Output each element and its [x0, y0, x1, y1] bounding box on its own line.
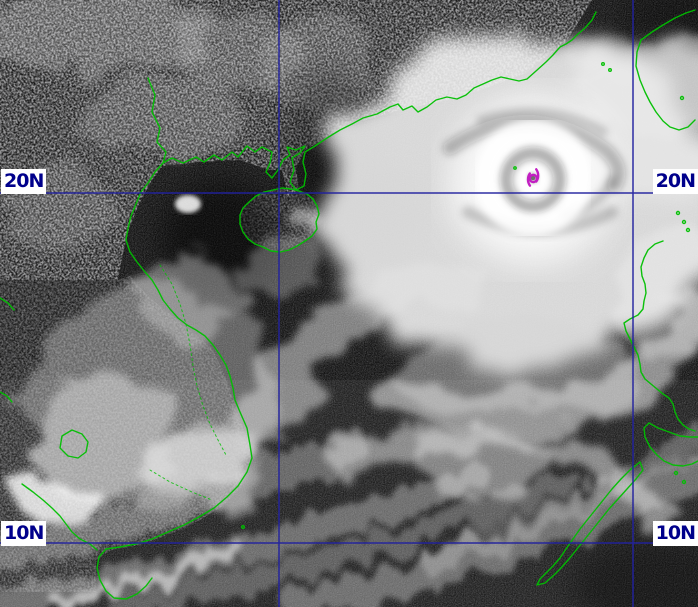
- latitude-label-20n-left: 20N: [1, 169, 47, 194]
- coastline-south-china: [147, 11, 597, 191]
- coastline-mindoro: [643, 422, 698, 467]
- coastline-hainan: [239, 187, 320, 253]
- typhoon-cloud-system: [231, 32, 698, 454]
- small-bright-cloud: [175, 195, 201, 213]
- latitude-label-20n-right: 20N: [652, 169, 698, 194]
- coastline-vietnam: [96, 162, 253, 600]
- coastline-luzon: [623, 240, 696, 432]
- country-borders: [149, 264, 227, 501]
- coastline-tonle-sap: [59, 429, 89, 459]
- cyclone-icon: [526, 168, 540, 187]
- latitude-label-10n-left: 10N: [1, 521, 47, 546]
- streak-band-layer: [0, 424, 698, 607]
- coastline-palawan: [536, 461, 644, 586]
- coastline-layer: [0, 9, 698, 600]
- latitude-label-10n-right: 10N: [652, 521, 698, 546]
- coastline-cambodia: [21, 483, 98, 551]
- coastline-taiwan: [635, 39, 696, 131]
